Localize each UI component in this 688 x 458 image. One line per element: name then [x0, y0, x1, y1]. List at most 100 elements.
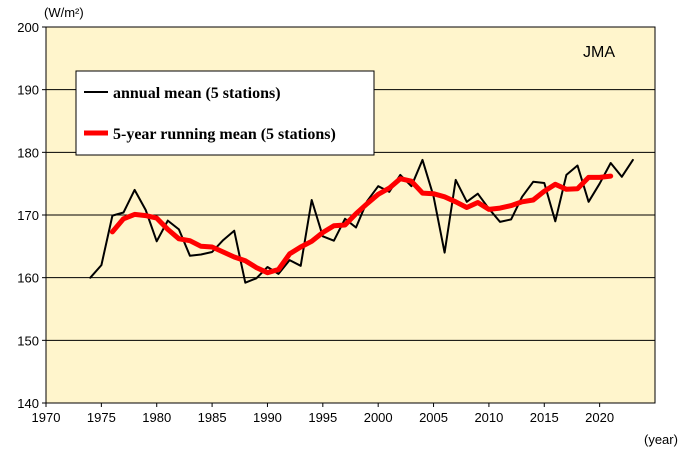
data-point [554, 220, 556, 222]
x-tick-label: 1995 [308, 410, 337, 425]
data-point [244, 282, 246, 284]
data-point [588, 201, 590, 203]
data-point [111, 215, 113, 217]
x-tick-label: 2010 [474, 410, 503, 425]
y-tick-label: 150 [17, 333, 39, 348]
data-point [211, 246, 213, 248]
data-point [621, 176, 623, 178]
data-point [599, 183, 601, 185]
data-point [521, 201, 523, 203]
data-point [433, 193, 435, 195]
data-point [156, 240, 158, 242]
y-tick-label: 200 [17, 20, 39, 35]
data-point [156, 217, 158, 219]
x-tick-label: 1980 [142, 410, 171, 425]
data-point [311, 240, 313, 242]
data-point [499, 221, 501, 223]
data-point [554, 183, 556, 185]
data-series [89, 158, 634, 284]
data-point [189, 255, 191, 257]
data-point [399, 178, 401, 180]
x-tick-label: 1990 [253, 410, 282, 425]
data-point [255, 267, 257, 269]
data-point [233, 256, 235, 258]
data-point [577, 188, 579, 190]
data-point [444, 252, 446, 254]
data-point [178, 228, 180, 230]
data-point [123, 218, 125, 220]
data-point [466, 201, 468, 203]
data-point [455, 179, 457, 181]
data-point [610, 175, 612, 177]
y-axis-ticks: 140 150 160 170 180 190 200 [17, 20, 46, 411]
legend-label-running: 5-year running mean (5 stations) [113, 126, 336, 143]
data-point [123, 212, 125, 214]
data-point [134, 213, 136, 215]
x-tick-label: 2020 [585, 410, 614, 425]
data-point [610, 162, 612, 164]
data-point [565, 174, 567, 176]
y-tick-label: 160 [17, 271, 39, 286]
credit-label: JMA [583, 44, 615, 61]
data-point [388, 187, 390, 189]
y-tick-label: 170 [17, 208, 39, 223]
data-point [588, 176, 590, 178]
data-point [599, 176, 601, 178]
series-line-annual-mean [89, 158, 634, 284]
data-point [499, 207, 501, 209]
data-point [377, 185, 379, 187]
data-point [532, 199, 534, 201]
data-point [455, 201, 457, 203]
data-point [399, 174, 401, 176]
data-point [100, 264, 102, 266]
data-point [267, 266, 269, 268]
legend-label-annual: annual mean (5 stations) [113, 85, 281, 102]
x-tick-label: 1985 [198, 410, 227, 425]
data-point [422, 159, 424, 161]
x-tick-label: 2015 [530, 410, 559, 425]
data-point [134, 189, 136, 191]
data-point [577, 165, 579, 167]
data-point [289, 253, 291, 255]
data-point [466, 207, 468, 209]
y-tick-label: 180 [17, 145, 39, 160]
data-point [222, 239, 224, 241]
data-point [178, 238, 180, 240]
data-point [355, 213, 357, 215]
data-point [521, 196, 523, 198]
x-tick-label: 1970 [32, 410, 61, 425]
data-point [322, 232, 324, 234]
data-point [300, 265, 302, 267]
series-line-running-mean [109, 173, 614, 276]
x-tick-label: 1975 [87, 410, 116, 425]
data-point [145, 215, 147, 217]
data-point [255, 277, 257, 279]
data-point [333, 225, 335, 227]
data-point [267, 272, 269, 274]
data-point [278, 269, 280, 271]
data-point [145, 209, 147, 211]
data-point [167, 220, 169, 222]
data-point [311, 199, 313, 201]
data-point [200, 254, 202, 256]
data-point [244, 260, 246, 262]
data-point [200, 245, 202, 247]
data-point [344, 224, 346, 226]
x-axis-label: (year) [644, 432, 678, 447]
data-point [543, 190, 545, 192]
data-point [422, 192, 424, 194]
data-point [211, 251, 213, 253]
data-point [189, 240, 191, 242]
x-tick-label: 2000 [364, 410, 393, 425]
x-tick-label: 2005 [419, 410, 448, 425]
legend: annual mean (5 stations) 5-year running … [75, 70, 375, 156]
data-point [167, 228, 169, 230]
y-tick-label: 140 [17, 396, 39, 411]
data-point [477, 193, 479, 195]
data-point [444, 196, 446, 198]
data-point [333, 240, 335, 242]
data-point [565, 188, 567, 190]
data-point [632, 159, 634, 161]
data-point [543, 182, 545, 184]
